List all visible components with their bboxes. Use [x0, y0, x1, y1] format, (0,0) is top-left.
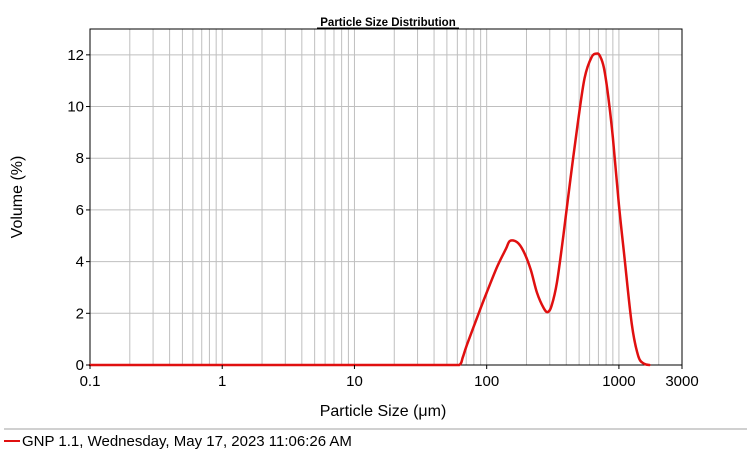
x-tick-label: 1: [218, 373, 226, 390]
x-tick-label: 3000: [665, 373, 698, 390]
grid: [90, 29, 682, 365]
y-tick-label: 8: [76, 150, 84, 167]
y-tick-label: 6: [76, 202, 84, 219]
y-axis-title: Volume (%): [9, 156, 26, 239]
x-tick-labels: 0.1 1 10 100 1000 3000: [80, 365, 699, 390]
x-tick-label: 1000: [602, 373, 635, 390]
x-axis-title: Particle Size (μm): [320, 403, 447, 420]
legend: GNP 1.1, Wednesday, May 17, 2023 11:06:2…: [4, 433, 352, 450]
y-tick-label: 4: [76, 254, 84, 271]
y-tick-label: 12: [67, 47, 84, 64]
y-tick-label: 2: [76, 305, 84, 322]
x-tick-label: 0.1: [80, 373, 101, 390]
y-tick-label: 10: [67, 99, 84, 116]
plot-area: [89, 28, 683, 366]
legend-label: GNP 1.1, Wednesday, May 17, 2023 11:06:2…: [22, 433, 352, 450]
x-tick-label: 100: [474, 373, 499, 390]
series-line: [88, 52, 651, 367]
x-tick-label: 10: [346, 373, 363, 390]
y-tick-label: 0: [76, 357, 84, 374]
chart-title: Particle Size Distribution: [320, 17, 455, 29]
series-layer: [88, 52, 651, 367]
y-tick-labels: 0 2 4 6 8 10 12: [67, 47, 90, 374]
